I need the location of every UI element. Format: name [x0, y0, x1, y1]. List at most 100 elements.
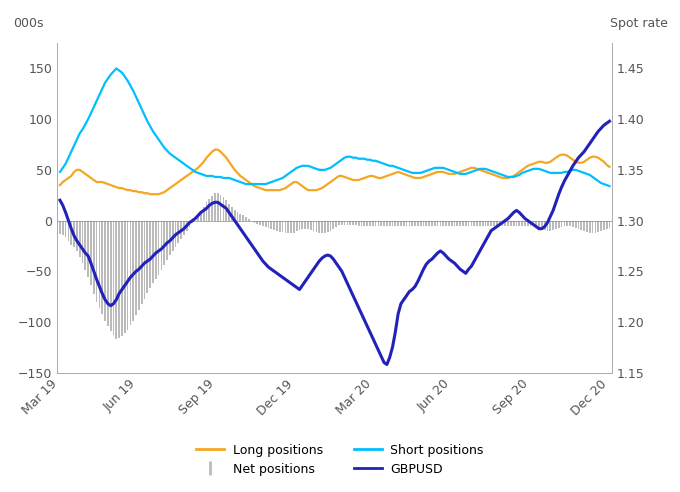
- Bar: [386, 220, 388, 226]
- Bar: [279, 220, 281, 232]
- Bar: [344, 220, 345, 225]
- Bar: [143, 220, 146, 299]
- Bar: [411, 220, 413, 226]
- Bar: [566, 220, 568, 226]
- Bar: [71, 220, 72, 245]
- Bar: [606, 220, 607, 229]
- Bar: [555, 220, 557, 229]
- Bar: [456, 220, 458, 226]
- Bar: [600, 220, 602, 231]
- Bar: [152, 220, 154, 283]
- Bar: [265, 220, 267, 227]
- Bar: [575, 220, 577, 228]
- Bar: [234, 211, 235, 220]
- Bar: [594, 220, 596, 233]
- Bar: [245, 216, 247, 220]
- Bar: [290, 220, 292, 233]
- Bar: [513, 220, 515, 226]
- Bar: [225, 200, 227, 220]
- Bar: [358, 220, 360, 226]
- Bar: [307, 220, 309, 229]
- Bar: [330, 220, 331, 231]
- Bar: [203, 208, 205, 220]
- Bar: [116, 220, 117, 339]
- Bar: [394, 220, 396, 226]
- Bar: [406, 220, 407, 226]
- Text: 000s: 000s: [13, 17, 44, 30]
- Bar: [242, 215, 244, 220]
- Bar: [316, 220, 318, 232]
- Bar: [82, 220, 84, 263]
- Bar: [138, 220, 139, 310]
- Bar: [76, 220, 78, 251]
- Bar: [301, 220, 303, 229]
- Bar: [372, 220, 373, 226]
- Bar: [403, 220, 405, 226]
- Bar: [392, 220, 393, 226]
- Bar: [377, 220, 379, 226]
- Bar: [522, 220, 523, 226]
- Bar: [59, 220, 61, 234]
- Bar: [62, 220, 64, 235]
- Bar: [87, 220, 89, 277]
- Bar: [451, 220, 452, 226]
- Bar: [273, 220, 275, 230]
- Bar: [462, 220, 464, 226]
- Bar: [133, 220, 134, 321]
- Bar: [581, 220, 582, 230]
- Bar: [113, 220, 114, 335]
- Bar: [569, 220, 571, 226]
- Bar: [284, 220, 286, 233]
- Bar: [445, 220, 447, 226]
- Bar: [471, 220, 472, 226]
- Bar: [583, 220, 585, 231]
- Bar: [473, 220, 475, 226]
- Bar: [431, 220, 432, 226]
- Bar: [293, 220, 294, 233]
- Bar: [515, 220, 517, 226]
- Bar: [304, 220, 306, 229]
- Bar: [118, 220, 120, 338]
- Bar: [426, 220, 427, 226]
- Bar: [397, 220, 399, 226]
- Bar: [205, 202, 207, 220]
- Bar: [318, 220, 320, 233]
- Bar: [400, 220, 402, 226]
- Bar: [496, 220, 498, 226]
- Bar: [110, 220, 112, 331]
- Bar: [572, 220, 574, 227]
- Bar: [335, 220, 337, 227]
- Bar: [541, 220, 543, 229]
- Bar: [498, 220, 500, 226]
- Bar: [99, 220, 100, 308]
- Bar: [248, 218, 250, 220]
- Bar: [589, 220, 591, 233]
- Bar: [552, 220, 554, 230]
- Bar: [73, 220, 75, 247]
- Bar: [79, 220, 80, 257]
- Bar: [482, 220, 483, 226]
- Bar: [262, 220, 264, 226]
- Bar: [488, 220, 489, 226]
- Bar: [420, 220, 422, 226]
- Bar: [90, 220, 92, 285]
- Bar: [228, 204, 230, 220]
- Bar: [355, 220, 357, 225]
- Bar: [603, 220, 605, 230]
- Bar: [493, 220, 495, 226]
- Bar: [428, 220, 430, 226]
- Bar: [150, 220, 151, 288]
- Bar: [439, 220, 441, 226]
- Bar: [375, 220, 377, 226]
- Bar: [163, 220, 165, 265]
- Bar: [535, 220, 537, 227]
- Bar: [313, 220, 314, 231]
- Bar: [158, 220, 159, 276]
- Bar: [189, 220, 190, 227]
- Bar: [384, 220, 385, 226]
- Bar: [454, 220, 456, 226]
- Bar: [524, 220, 526, 226]
- Bar: [172, 220, 173, 251]
- Bar: [490, 220, 492, 226]
- Bar: [459, 220, 461, 226]
